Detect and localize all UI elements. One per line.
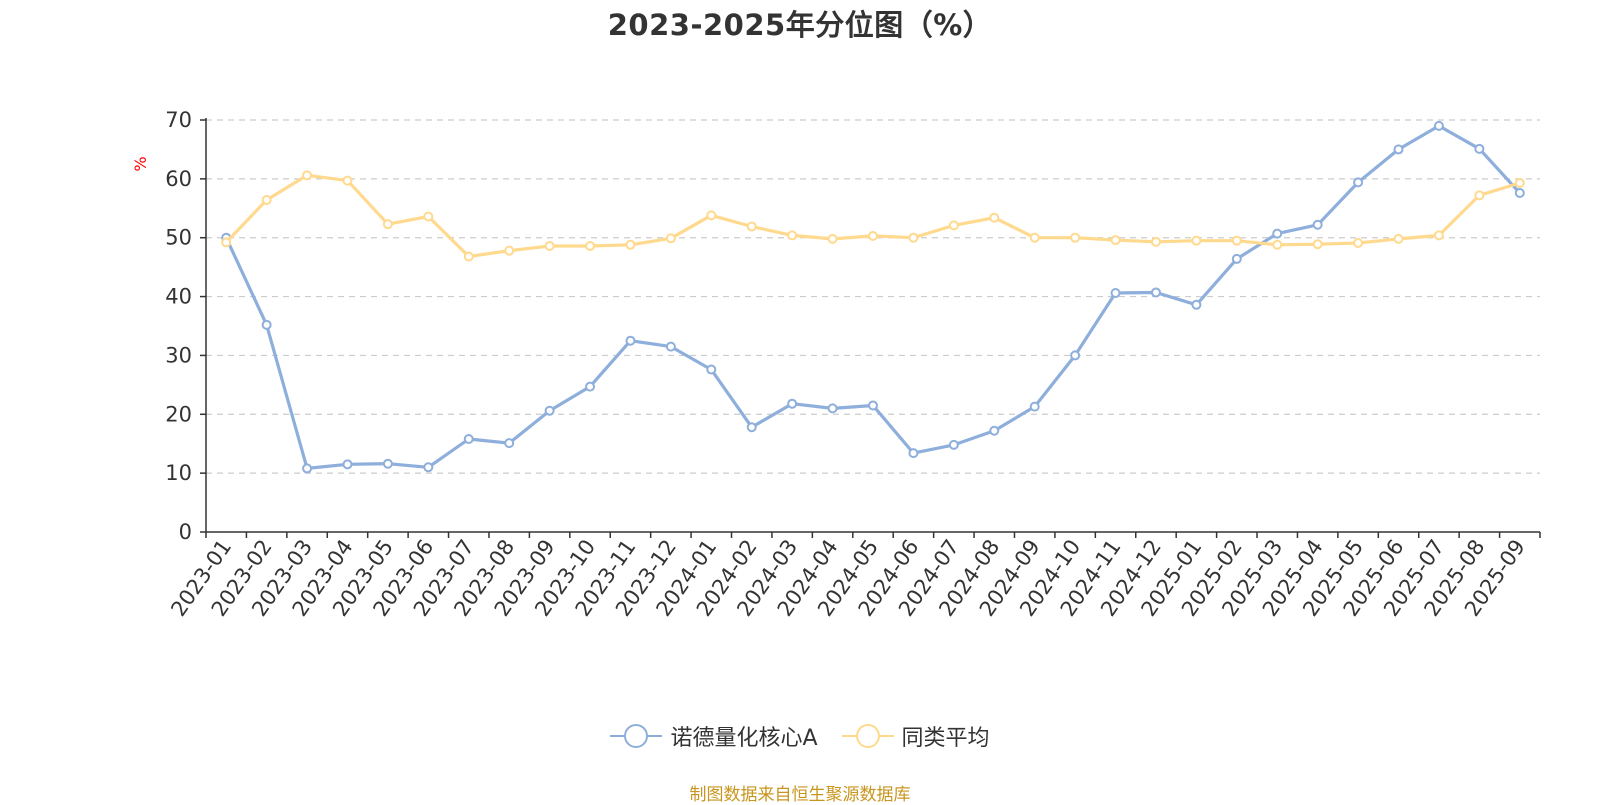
y-tick-label: 40	[165, 285, 192, 309]
series-2-point	[1514, 177, 1525, 188]
series-1-point	[989, 425, 1000, 436]
legend-item-series-2[interactable]: 同类平均	[841, 720, 990, 752]
series-1-point	[706, 364, 717, 375]
legend-item-series-1[interactable]: 诺德量化核心A	[610, 720, 818, 752]
series-1-point	[423, 462, 434, 473]
series-1-point	[787, 398, 798, 409]
series-1-point	[1433, 120, 1444, 131]
series-2-point	[221, 237, 232, 248]
series-2-point	[1312, 239, 1323, 250]
series-1-point	[1191, 299, 1202, 310]
series-1-point	[342, 459, 353, 470]
y-axis-label: %	[131, 156, 150, 171]
series-2-point	[1393, 233, 1404, 244]
series-2-point	[342, 175, 353, 186]
series-1-point	[948, 439, 959, 450]
series-2-point	[1272, 239, 1283, 250]
series-1-point	[1393, 144, 1404, 155]
y-tick-label: 70	[165, 108, 192, 132]
series-1-point	[1353, 177, 1364, 188]
y-tick-label: 20	[165, 402, 192, 426]
series-2-point	[1029, 232, 1040, 243]
series-2-point	[1150, 236, 1161, 247]
series-1-point	[1029, 401, 1040, 412]
series-1-point	[544, 405, 555, 416]
series-2-point	[827, 233, 838, 244]
series-2-point	[1474, 190, 1485, 201]
series-1-point	[1231, 253, 1242, 264]
series-2-point	[1231, 235, 1242, 246]
legend-label-series-2: 同类平均	[901, 726, 990, 751]
series-2-point	[463, 251, 474, 262]
series-2-point	[585, 240, 596, 251]
series-2-point	[706, 210, 717, 221]
series-1-point	[827, 403, 838, 414]
series-1-point	[463, 434, 474, 445]
y-tick-label: 60	[165, 167, 192, 191]
chart-title: 2023-2025年分位图（%）	[607, 8, 993, 42]
legend-marker-series-1	[610, 722, 663, 750]
series-2-point	[504, 245, 515, 256]
series-1-point	[1474, 143, 1485, 154]
series-1-point	[585, 381, 596, 392]
grid-lines	[206, 119, 1540, 474]
series-2-point	[423, 211, 434, 222]
series-2-point	[1070, 232, 1081, 243]
series-2-point	[787, 230, 798, 241]
series-2-point	[948, 220, 959, 231]
series-2-point	[1191, 235, 1202, 246]
series-1-point	[261, 319, 272, 330]
series-1-point	[1150, 287, 1161, 298]
series-1-point	[746, 422, 757, 433]
series-1-point	[625, 335, 636, 346]
series-1-point	[382, 458, 393, 469]
series	[221, 120, 1525, 474]
series-1-point	[908, 448, 919, 459]
series-2-point	[1353, 238, 1364, 249]
series-2-point	[989, 212, 1000, 223]
series-1-point	[1514, 187, 1525, 198]
source-note: 制图数据来自恒生聚源数据库	[689, 785, 911, 805]
legend-label-series-1: 诺德量化核心A	[670, 726, 818, 751]
series-1-point	[1312, 219, 1323, 230]
series-2-point	[544, 240, 555, 251]
legend: 诺德量化核心A 同类平均	[0, 720, 1600, 752]
series-2-point	[868, 230, 878, 241]
y-tick-label: 10	[165, 461, 192, 485]
series-1-point	[1110, 288, 1121, 299]
series-2-point	[382, 219, 393, 230]
series-1-point	[1272, 228, 1283, 239]
series-2-point	[1110, 235, 1121, 246]
y-tick-label: 30	[165, 343, 192, 367]
y-tick-label: 0	[179, 520, 192, 544]
y-tick-label: 50	[165, 226, 192, 250]
series-1-point	[302, 463, 313, 474]
series-2-point	[625, 239, 636, 250]
series-2-point	[302, 170, 313, 181]
legend-marker-series-2	[841, 722, 894, 750]
series-2-point	[665, 233, 676, 244]
series-2-point	[908, 232, 919, 243]
series-1-point	[504, 438, 515, 449]
series-1-point	[1070, 350, 1081, 361]
series-2-point	[261, 195, 272, 206]
series-2-point	[746, 221, 757, 232]
series-2-point	[1433, 230, 1444, 241]
axes: 0102030405060702023-012023-022023-032023…	[165, 108, 1541, 621]
series-1-point	[665, 341, 676, 352]
series-1-point	[868, 400, 878, 411]
